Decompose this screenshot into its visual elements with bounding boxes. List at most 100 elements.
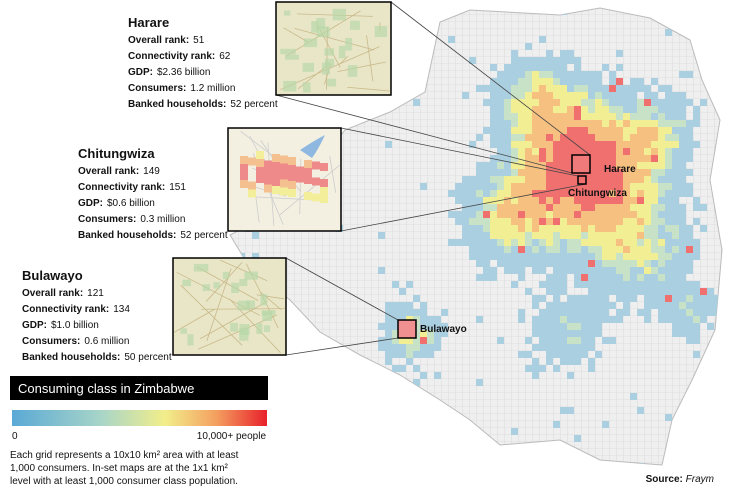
grid-cell — [623, 302, 630, 309]
grid-cell — [588, 85, 595, 92]
grid-cell — [595, 225, 602, 232]
grid-cell — [616, 120, 623, 127]
grid-cell — [672, 288, 679, 295]
grid-cell — [560, 337, 567, 344]
grid-cell — [644, 232, 651, 239]
grid-cell — [686, 246, 693, 253]
grid-cell — [539, 57, 546, 64]
grid-cell — [497, 71, 504, 78]
grid-cell — [637, 85, 644, 92]
grid-cell — [616, 127, 623, 134]
grid-cell — [532, 162, 539, 169]
city-title: Harare — [128, 15, 169, 30]
grid-cell — [567, 99, 574, 106]
inset-cell — [240, 172, 248, 180]
grid-cell — [567, 316, 574, 323]
grid-cell — [469, 204, 476, 211]
stat-label: Connectivity rank: — [22, 304, 109, 315]
inset-cell — [240, 164, 248, 172]
grid-cell — [567, 155, 574, 162]
inset-cell — [272, 186, 280, 194]
grid-cell — [588, 155, 595, 162]
grid-cell — [665, 288, 672, 295]
grid-cell — [658, 225, 665, 232]
grid-cell — [588, 323, 595, 330]
grid-cell — [616, 260, 623, 267]
grid-cell — [595, 267, 602, 274]
grid-cell — [623, 190, 630, 197]
grid-cell — [595, 204, 602, 211]
grid-cell — [560, 344, 567, 351]
grid-cell — [476, 435, 483, 442]
grid-cell — [574, 85, 581, 92]
grid-cell — [693, 288, 700, 295]
grid-cell — [504, 78, 511, 85]
grid-cell — [609, 141, 616, 148]
grid-cell — [553, 260, 560, 267]
grid-cell — [644, 92, 651, 99]
grid-cell — [539, 85, 546, 92]
inset-cell — [304, 176, 312, 184]
grid-cell — [518, 92, 525, 99]
grid-cell — [532, 267, 539, 274]
grid-cell — [637, 134, 644, 141]
grid-cell — [476, 246, 483, 253]
grid-cell — [686, 120, 693, 127]
grid-cell — [595, 134, 602, 141]
grid-cell — [560, 99, 567, 106]
grid-cell — [658, 169, 665, 176]
grid-cell — [420, 302, 427, 309]
grid-cell — [679, 225, 686, 232]
grid-cell — [574, 232, 581, 239]
grid-cell — [679, 239, 686, 246]
grid-cell — [707, 288, 714, 295]
grid-cell — [553, 274, 560, 281]
grid-cell — [651, 211, 658, 218]
grid-cell — [525, 113, 532, 120]
grid-cell — [413, 71, 420, 78]
grid-cell — [616, 155, 623, 162]
grid-cell — [665, 225, 672, 232]
inset-patch — [284, 10, 291, 16]
grid-cell — [581, 274, 588, 281]
stat-value: 151 — [169, 182, 186, 193]
grid-cell — [546, 218, 553, 225]
grid-cell — [315, 428, 322, 435]
grid-cell — [280, 414, 287, 421]
grid-cell — [560, 281, 567, 288]
grid-cell — [588, 309, 595, 316]
grid-cell — [644, 127, 651, 134]
grid-cell — [595, 176, 602, 183]
grid-cell — [581, 134, 588, 141]
grid-cell — [532, 218, 539, 225]
grid-cell — [721, 414, 722, 421]
grid-cell — [693, 281, 700, 288]
grid-cell — [602, 148, 609, 155]
grid-cell — [546, 169, 553, 176]
connector — [340, 127, 579, 177]
grid-cell — [609, 113, 616, 120]
grid-cell — [602, 281, 609, 288]
inset-cell — [256, 175, 264, 183]
grid-cell — [686, 267, 693, 274]
grid-cell — [490, 218, 497, 225]
grid-cell — [434, 372, 441, 379]
grid-cell — [546, 78, 553, 85]
grid-cell — [539, 113, 546, 120]
grid-cell — [525, 204, 532, 211]
grid-cell — [560, 155, 567, 162]
grid-cell — [651, 232, 658, 239]
grid-cell — [567, 92, 574, 99]
grid-cell — [581, 344, 588, 351]
grid-cell — [574, 337, 581, 344]
grid-cell — [469, 176, 476, 183]
grid-cell — [504, 162, 511, 169]
grid-cell — [546, 246, 553, 253]
grid-cell — [455, 197, 462, 204]
grid-cell — [448, 239, 455, 246]
grid-cell — [427, 344, 434, 351]
connectors — [275, 1, 591, 356]
grid-cell — [539, 246, 546, 253]
grid-cell — [602, 176, 609, 183]
grid-cell — [665, 295, 672, 302]
